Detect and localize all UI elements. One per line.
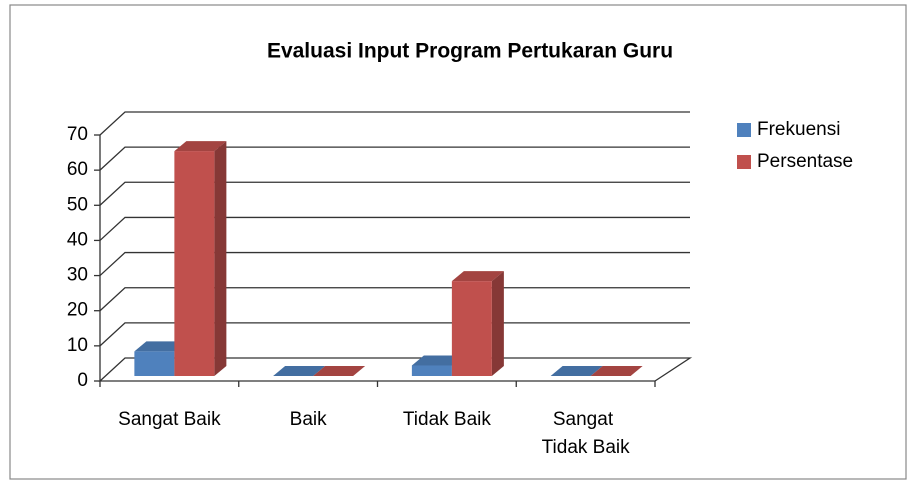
y-tick-label: 60 bbox=[67, 159, 88, 180]
bar-top bbox=[411, 355, 464, 366]
bar bbox=[590, 366, 643, 376]
bar bbox=[550, 366, 603, 376]
x-tick-label-line: Tidak Baik bbox=[542, 437, 630, 458]
legend-label: Persentase bbox=[757, 151, 853, 172]
bar-side bbox=[214, 141, 227, 376]
grid-line bbox=[99, 181, 690, 206]
bar-top bbox=[174, 141, 227, 152]
y-tick-label: 0 bbox=[77, 370, 88, 391]
x-tick-label: Sangat Tidak Baik bbox=[542, 409, 630, 458]
bar-top bbox=[134, 341, 187, 352]
chart-title: Evaluasi Input Program Pertukaran Guru bbox=[267, 40, 673, 63]
grid-line bbox=[99, 111, 690, 136]
bar bbox=[273, 366, 326, 376]
bar-front bbox=[451, 281, 492, 376]
y-tick-label: 30 bbox=[67, 265, 88, 286]
grid-line bbox=[99, 146, 690, 171]
y-tick-label: 10 bbox=[67, 335, 88, 356]
legend-swatch bbox=[737, 155, 751, 169]
x-tick-label: Tidak Baik bbox=[403, 409, 491, 430]
bar bbox=[451, 271, 504, 376]
bar-top bbox=[451, 271, 504, 282]
floor bbox=[98, 357, 693, 382]
legend-swatch bbox=[737, 123, 751, 137]
bar-side bbox=[491, 271, 504, 376]
y-tick-label: 50 bbox=[67, 194, 88, 215]
legend-label: Frekuensi bbox=[757, 119, 840, 140]
y-tick-label: 20 bbox=[67, 300, 88, 321]
bar bbox=[313, 366, 366, 376]
bar-top bbox=[273, 366, 326, 376]
bar-top bbox=[313, 366, 366, 376]
y-tick-label: 70 bbox=[67, 124, 88, 145]
grid-line bbox=[99, 251, 690, 277]
x-tick-label: Baik bbox=[290, 409, 327, 430]
bar-top bbox=[590, 366, 643, 376]
x-tick-label-line: Sangat bbox=[553, 409, 619, 430]
bar bbox=[174, 141, 227, 376]
y-tick-label: 40 bbox=[67, 229, 88, 250]
bar-top bbox=[550, 366, 603, 376]
bar-front bbox=[174, 151, 215, 376]
grid-line bbox=[99, 216, 690, 241]
bar-front bbox=[411, 365, 452, 376]
bar-front bbox=[134, 351, 175, 376]
x-tick-label: Sangat Baik bbox=[118, 409, 221, 430]
chart-frame bbox=[9, 4, 907, 480]
